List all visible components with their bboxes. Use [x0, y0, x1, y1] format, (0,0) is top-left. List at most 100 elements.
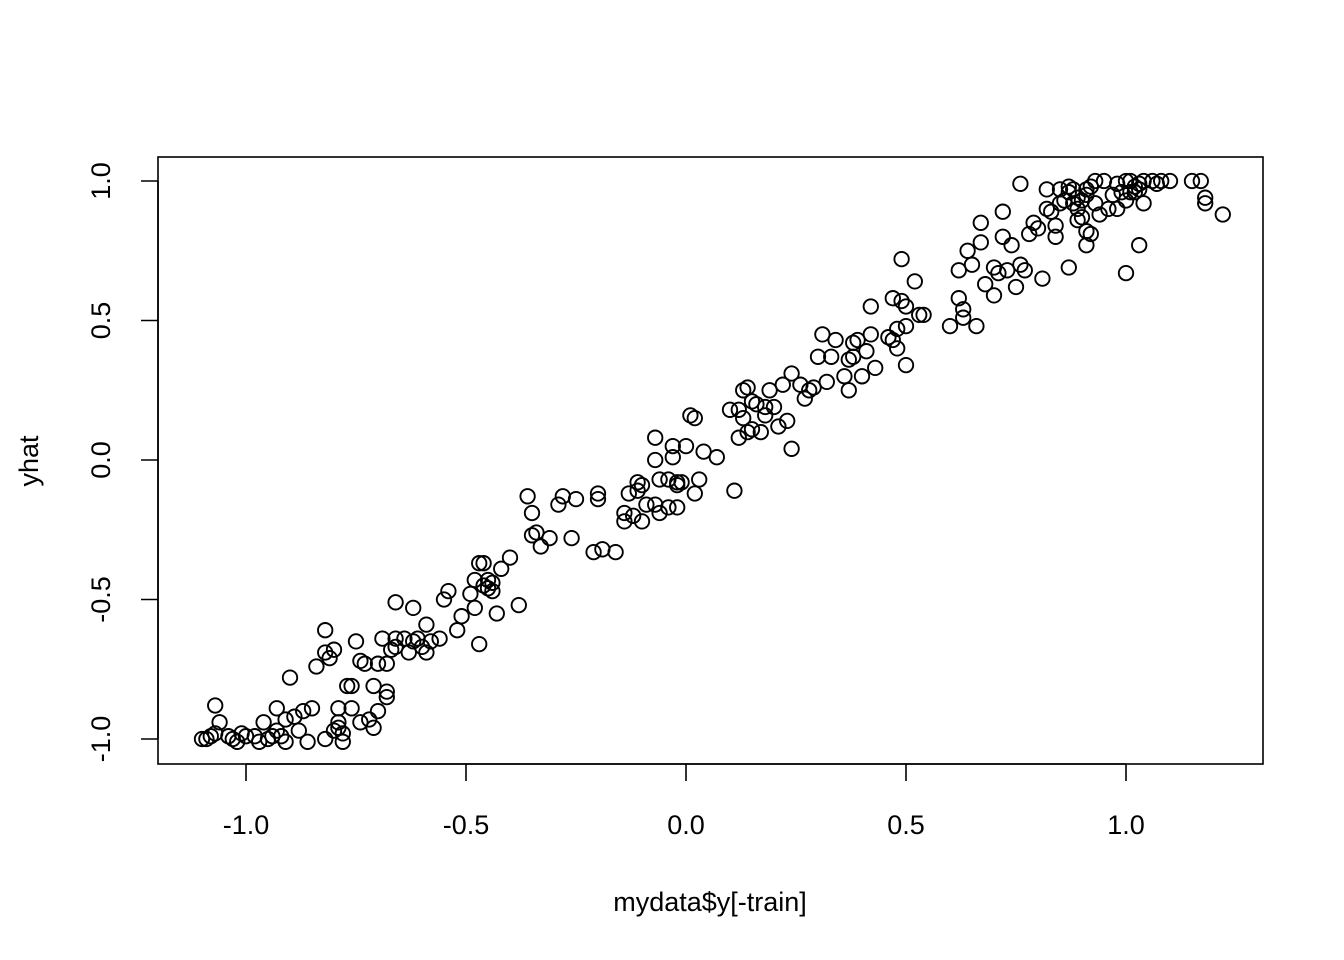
- points-layer: [193, 172, 1231, 750]
- data-point: [897, 356, 915, 374]
- data-point: [660, 499, 677, 516]
- data-point: [413, 638, 431, 656]
- data-point: [229, 733, 246, 750]
- data-point: [594, 541, 611, 558]
- data-point: [1078, 181, 1095, 198]
- data-point: [669, 499, 686, 516]
- data-point: [281, 669, 299, 686]
- data-point: [449, 622, 466, 639]
- y-axis: -1.0 -0.5 0.0 0.5 1.0: [86, 162, 159, 763]
- data-point: [673, 474, 690, 491]
- x-tick-label: 0.0: [667, 810, 705, 840]
- data-point: [1161, 172, 1179, 190]
- data-point: [528, 524, 545, 541]
- data-point: [1025, 214, 1042, 231]
- data-point: [1060, 178, 1077, 195]
- data-point: [1122, 184, 1139, 201]
- data-point: [255, 714, 272, 731]
- data-point: [686, 409, 703, 427]
- data-point: [853, 368, 871, 385]
- data-point: [941, 317, 959, 335]
- data-point: [1126, 184, 1143, 201]
- data-point: [1126, 178, 1143, 195]
- x-tick-label: -1.0: [223, 810, 270, 840]
- data-point: [453, 608, 470, 625]
- data-point: [783, 365, 800, 382]
- data-point: [1051, 181, 1069, 198]
- data-point: [466, 599, 483, 617]
- data-point: [352, 652, 369, 670]
- data-point: [1016, 262, 1033, 279]
- data-point: [1117, 264, 1135, 282]
- x-tick-label: 1.0: [1107, 810, 1145, 840]
- data-point: [625, 507, 642, 524]
- y-axis-label: yhat: [14, 435, 44, 487]
- data-point: [1038, 200, 1055, 218]
- data-point: [620, 485, 637, 502]
- data-point: [959, 242, 976, 259]
- data-point: [440, 582, 457, 600]
- data-point: [1192, 172, 1209, 190]
- data-point: [858, 343, 875, 360]
- data-point: [955, 301, 972, 318]
- data-point: [691, 471, 708, 488]
- data-point: [317, 622, 334, 639]
- data-point: [378, 688, 395, 706]
- data-point: [651, 471, 668, 488]
- data-point: [435, 591, 453, 608]
- data-point: [726, 482, 743, 499]
- data-point: [317, 730, 334, 748]
- data-point: [1131, 237, 1148, 254]
- data-point: [567, 490, 585, 508]
- data-point: [708, 449, 725, 466]
- data-point: [1060, 259, 1077, 276]
- data-point: [968, 317, 985, 335]
- y-tick-label: 0.5: [86, 302, 116, 340]
- data-point: [1007, 278, 1025, 296]
- data-point: [972, 214, 989, 231]
- data-point: [268, 700, 285, 717]
- data-point: [541, 529, 558, 547]
- data-point: [479, 580, 497, 597]
- data-point: [823, 348, 840, 365]
- data-point: [730, 429, 747, 446]
- data-point: [990, 264, 1007, 282]
- data-point: [686, 485, 703, 502]
- data-point: [585, 543, 602, 561]
- data-point: [1197, 189, 1214, 206]
- data-point: [695, 443, 712, 460]
- data-point: [418, 644, 435, 661]
- data-point: [985, 287, 1003, 304]
- data-point: [339, 677, 356, 695]
- y-tick-label: -1.0: [86, 716, 116, 763]
- data-point: [1021, 225, 1038, 243]
- data-point: [796, 390, 813, 407]
- data-point: [422, 633, 439, 650]
- data-point: [730, 401, 747, 418]
- data-point: [1029, 220, 1047, 237]
- data-point: [805, 379, 822, 396]
- data-point: [765, 398, 783, 416]
- data-point: [1183, 172, 1201, 190]
- data-point: [471, 555, 488, 572]
- data-point: [818, 373, 835, 391]
- data-point: [462, 585, 479, 603]
- data-point: [268, 722, 285, 739]
- data-point: [761, 382, 778, 399]
- data-point: [277, 733, 294, 750]
- data-point: [1122, 172, 1139, 190]
- data-point: [308, 658, 325, 675]
- data-point: [343, 677, 360, 695]
- data-point: [994, 203, 1011, 220]
- data-point: [1078, 186, 1095, 204]
- data-point: [325, 641, 343, 658]
- data-point: [1012, 175, 1029, 192]
- x-tick-label: -0.5: [443, 810, 490, 840]
- data-point: [387, 594, 404, 611]
- data-point: [405, 599, 422, 617]
- data-point: [303, 700, 321, 717]
- data-point: [356, 655, 373, 672]
- data-point: [365, 719, 382, 736]
- data-point: [651, 504, 668, 522]
- data-point: [977, 276, 994, 293]
